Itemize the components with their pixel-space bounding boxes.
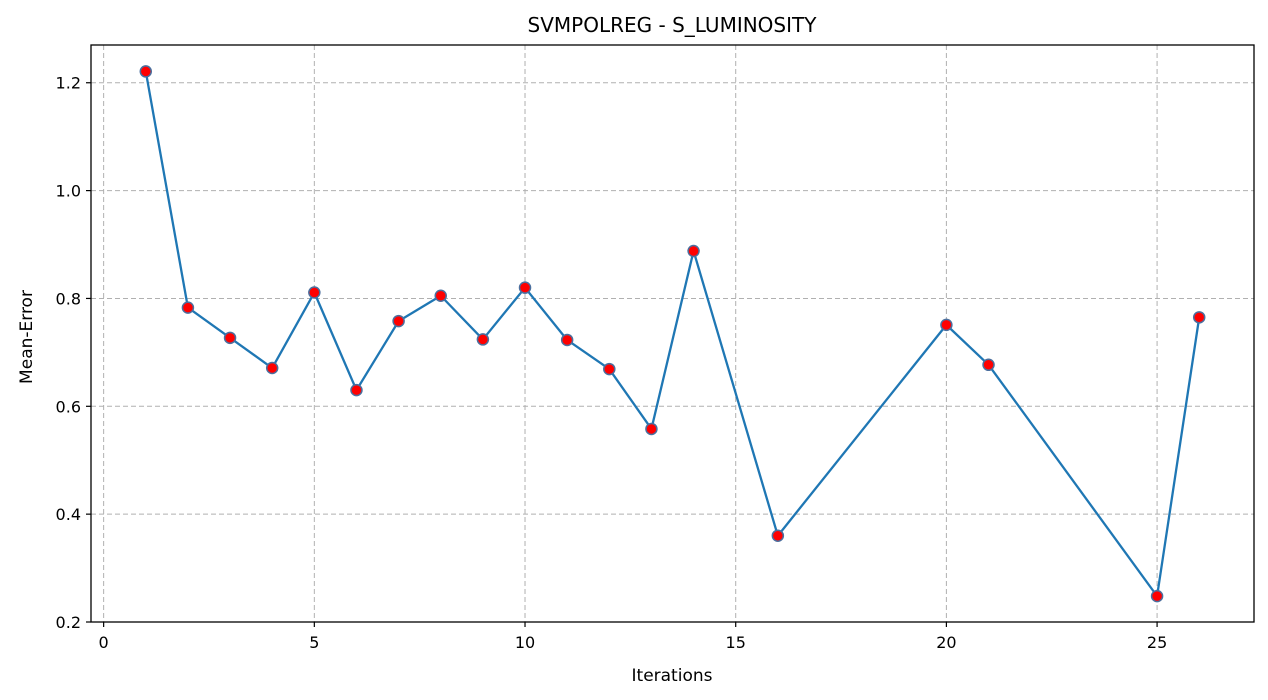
x-tick-label: 10	[515, 633, 535, 652]
series-line	[144, 71, 1201, 598]
x-axis-label: Iterations	[632, 666, 713, 686]
chart-title: SVMPOLREG - S_LUMINOSITY	[528, 13, 818, 37]
x-tick-label: 0	[99, 633, 109, 652]
data-point	[265, 361, 279, 375]
data-point	[1150, 589, 1164, 603]
plot-frame	[90, 44, 1255, 623]
axis-ticks: 0 5 10 15 20 25 0.2 0.4 0.6 0.8 1.0 1.2	[56, 74, 1168, 652]
data-point	[308, 286, 321, 299]
y-tick-label: 0.2	[56, 613, 81, 632]
data-point	[518, 281, 532, 294]
data-point	[771, 529, 785, 542]
x-tick-label: 20	[936, 633, 956, 652]
x-tick-label: 15	[726, 633, 746, 652]
y-tick-label: 1.0	[56, 182, 81, 201]
data-point	[139, 65, 153, 78]
x-tick-label: 25	[1147, 633, 1167, 652]
data-point	[982, 358, 995, 372]
data-point	[350, 383, 363, 397]
x-tick-label: 5	[309, 633, 319, 652]
y-tick-label: 1.2	[56, 74, 81, 93]
data-point	[603, 362, 616, 376]
data-point	[645, 422, 658, 436]
y-axis-label: Mean-Error	[17, 290, 37, 384]
data-point	[223, 331, 237, 345]
data-point	[181, 301, 195, 314]
series	[139, 65, 1206, 603]
y-tick-label: 0.6	[56, 397, 81, 416]
y-tick-label: 0.8	[56, 289, 81, 308]
data-point	[476, 333, 490, 346]
data-point	[434, 289, 447, 303]
data-point	[687, 244, 700, 258]
data-point	[1192, 311, 1206, 324]
data-point	[940, 318, 953, 332]
y-tick-label: 0.4	[56, 505, 81, 524]
data-point	[560, 333, 574, 347]
grid	[91, 45, 1254, 623]
data-point	[392, 314, 405, 328]
